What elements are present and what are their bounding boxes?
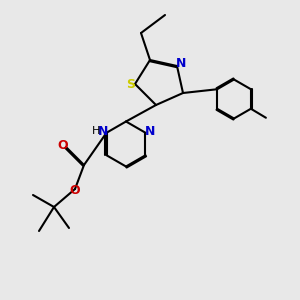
Text: N: N xyxy=(98,125,108,138)
Text: O: O xyxy=(70,184,80,197)
Text: O: O xyxy=(57,139,68,152)
Text: H: H xyxy=(92,126,100,136)
Text: N: N xyxy=(176,56,186,70)
Text: N: N xyxy=(145,125,155,138)
Text: S: S xyxy=(126,77,135,91)
